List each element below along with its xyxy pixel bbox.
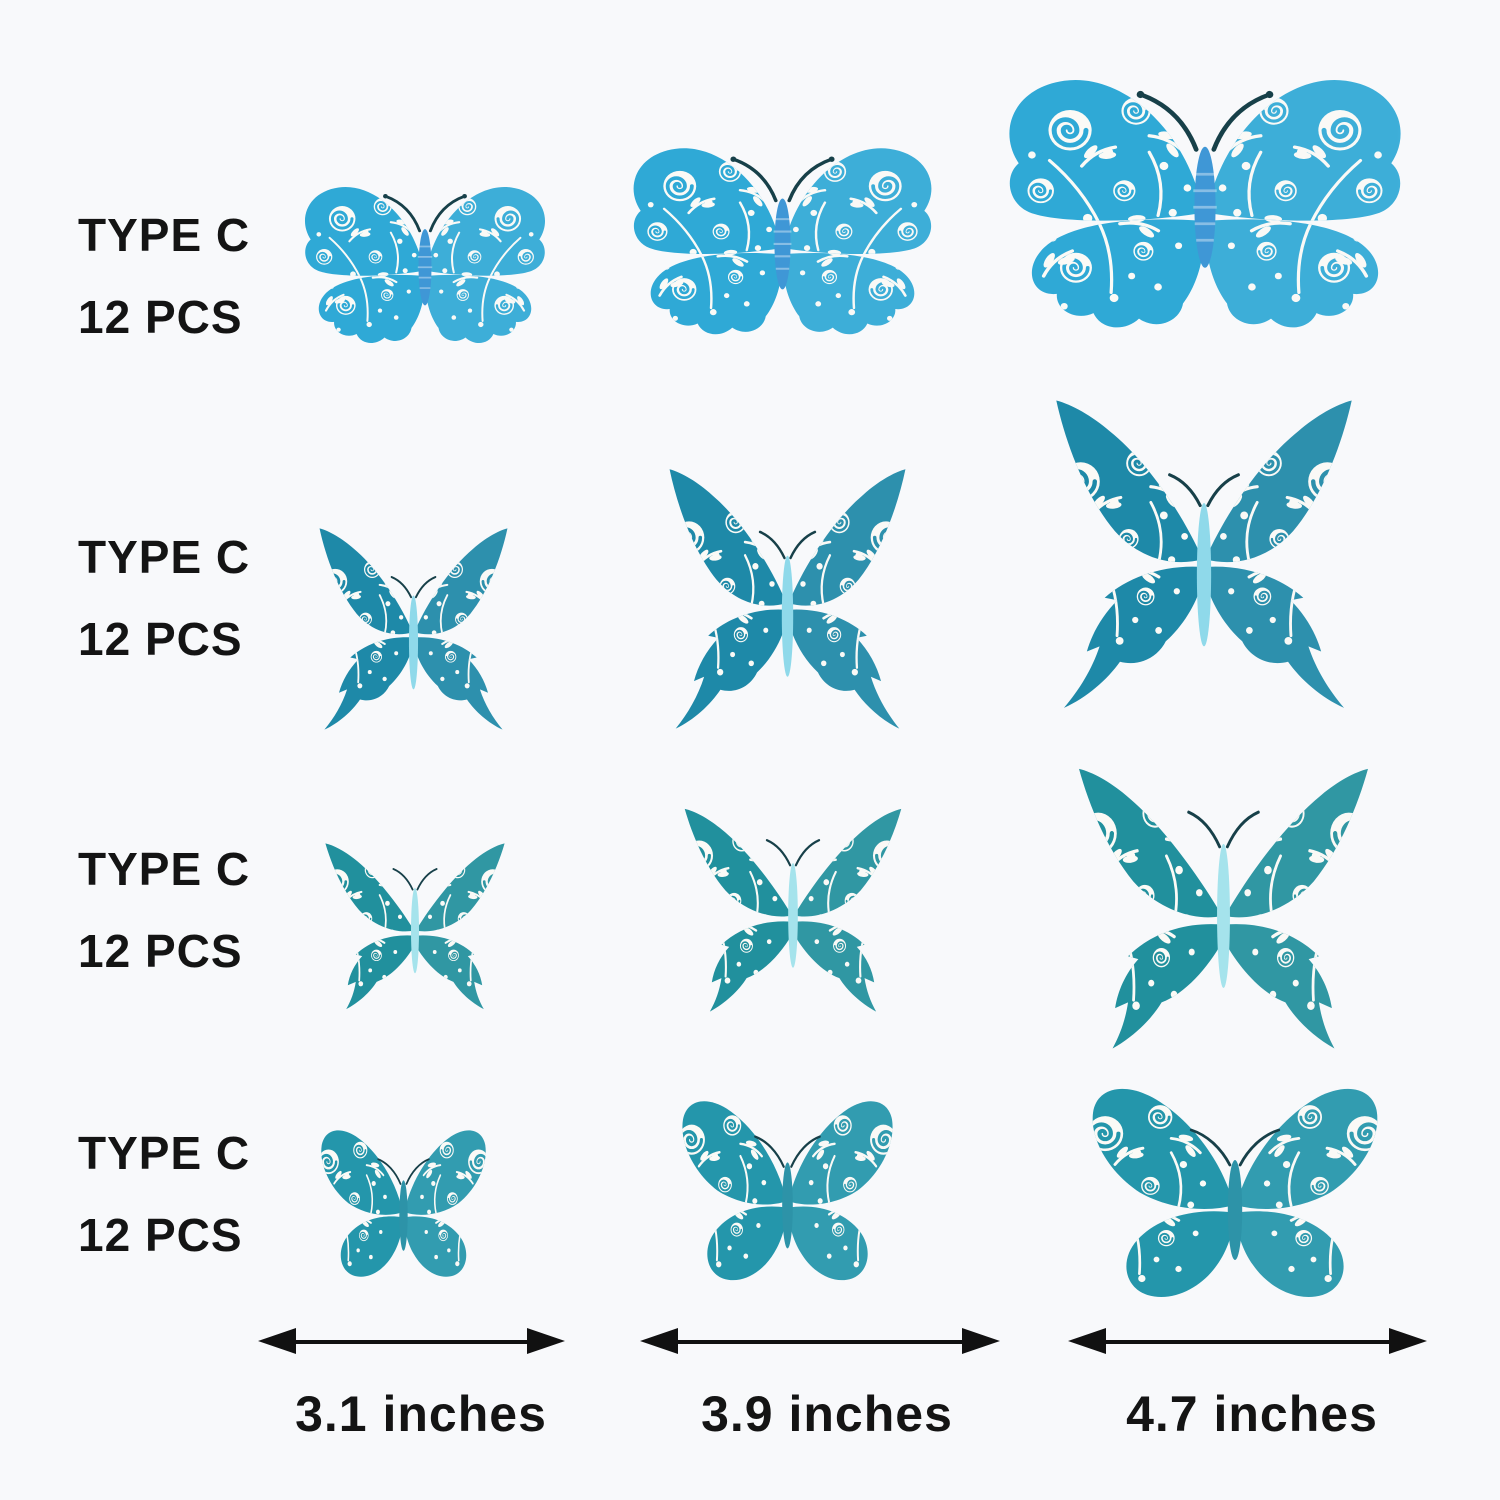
arrowhead-right-icon — [527, 1328, 565, 1354]
row-3-label: TYPE C 12 PCS — [78, 846, 250, 974]
dimension-arrow-medium — [640, 1318, 1000, 1366]
arrow-shaft — [1098, 1340, 1397, 1344]
dimension-arrow-large — [1068, 1318, 1427, 1366]
butterfly-row4-medium — [645, 1085, 930, 1300]
dimension-arrow-small — [258, 1318, 565, 1366]
butterfly-row1-small — [290, 165, 560, 373]
arrow-shaft — [288, 1340, 535, 1344]
row-4-type-label: TYPE C — [78, 1127, 251, 1179]
arrowhead-right-icon — [1389, 1328, 1427, 1354]
butterfly-row1-medium — [615, 122, 950, 370]
butterfly-row4-large — [1042, 1070, 1428, 1320]
butterfly-row3-large — [1030, 743, 1417, 1060]
row-3-type-label: TYPE C — [78, 843, 251, 895]
arrow-shaft — [670, 1340, 970, 1344]
butterfly-row4-small — [292, 1117, 515, 1293]
size-label-medium: 3.9 inches — [701, 1386, 953, 1442]
row-4-count-label: 12 PCS — [78, 1209, 243, 1261]
row-1-label: TYPE C 12 PCS — [78, 212, 250, 340]
butterfly-row1-large — [985, 45, 1425, 375]
butterfly-row2-small — [292, 515, 535, 733]
size-label-small: 3.1 inches — [295, 1386, 547, 1442]
row-1-count-label: 12 PCS — [78, 291, 243, 343]
row-4-label: TYPE C 12 PCS — [78, 1130, 250, 1258]
butterfly-row2-medium — [635, 452, 940, 733]
row-2-label: TYPE C 12 PCS — [78, 534, 250, 662]
row-3-count-label: 12 PCS — [78, 925, 243, 977]
butterfly-row2-large — [1013, 380, 1395, 713]
butterfly-row3-small — [295, 828, 535, 1016]
butterfly-row3-medium — [648, 790, 938, 1020]
row-2-type-label: TYPE C — [78, 531, 251, 583]
arrowhead-right-icon — [962, 1328, 1000, 1354]
row-2-count-label: 12 PCS — [78, 613, 243, 665]
row-1-type-label: TYPE C — [78, 209, 251, 261]
size-label-large: 4.7 inches — [1126, 1386, 1378, 1442]
